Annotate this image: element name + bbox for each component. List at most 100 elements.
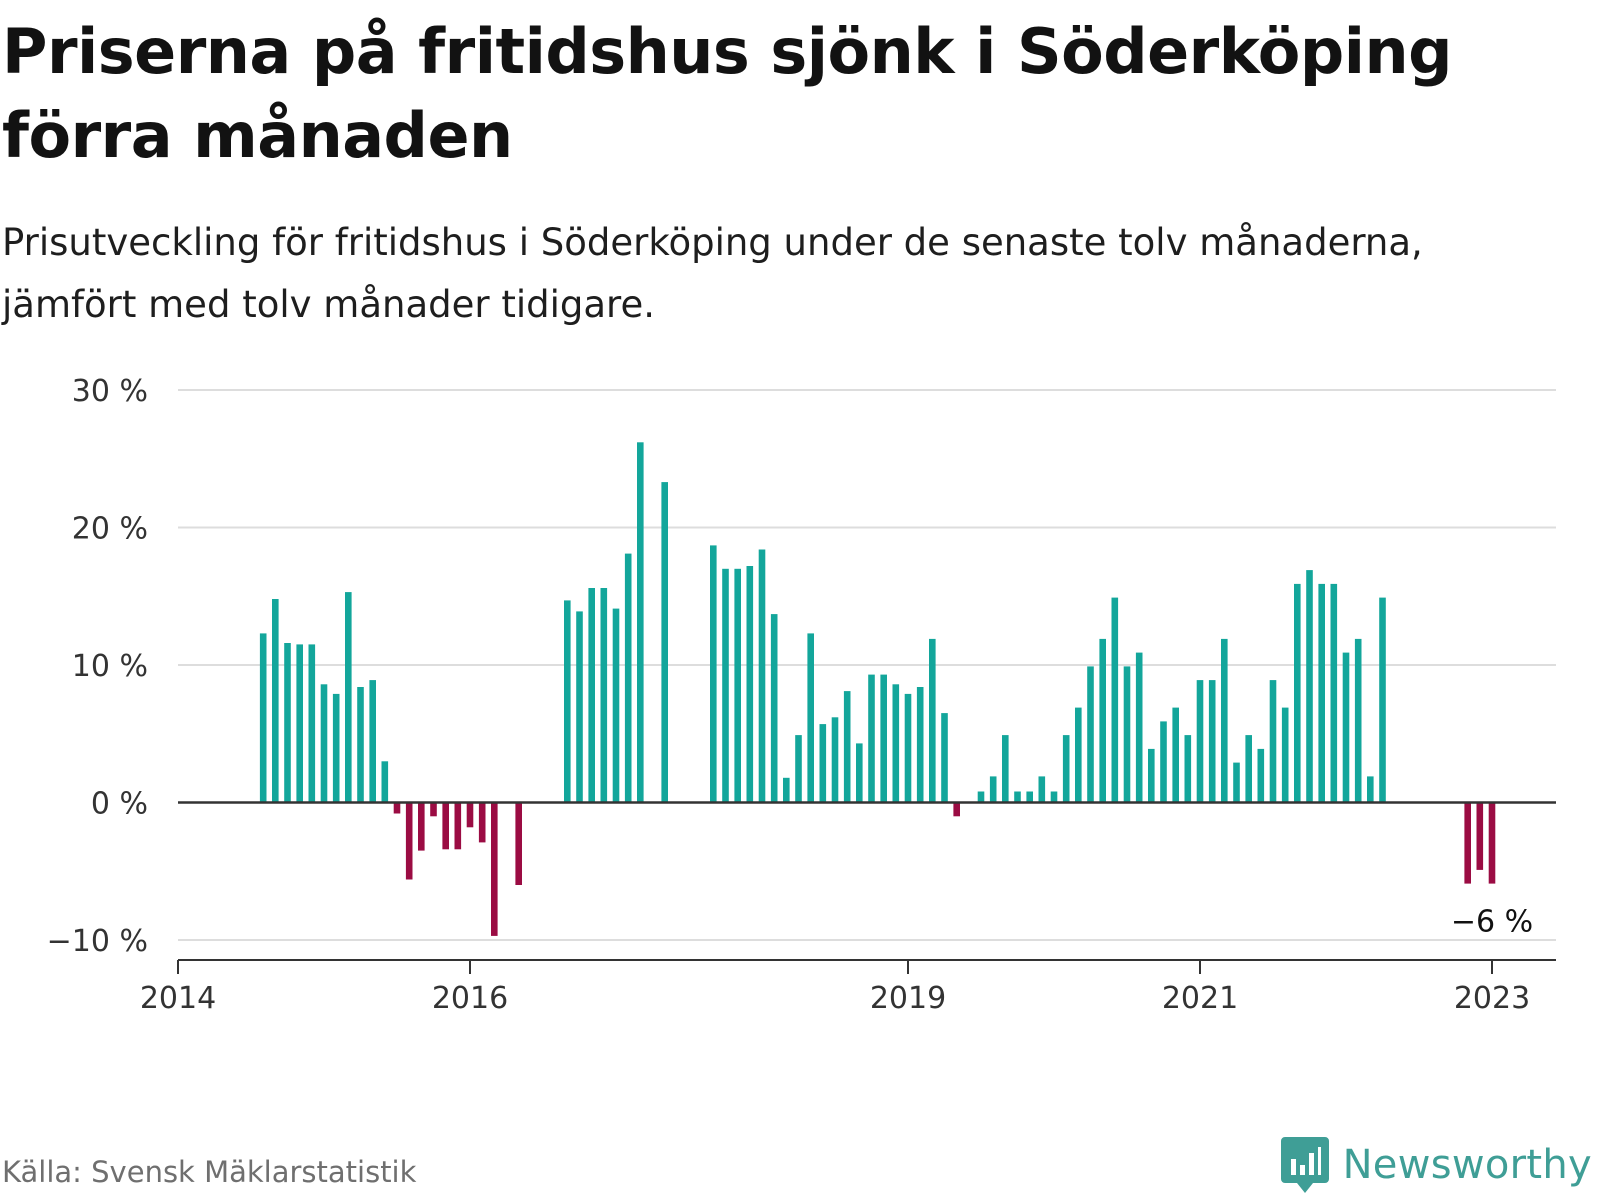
bar xyxy=(1221,638,1228,803)
bar xyxy=(308,644,316,803)
bar xyxy=(783,777,790,803)
bar xyxy=(1014,791,1021,803)
source-note: Källa: Svensk Mäklarstatistik xyxy=(2,1155,417,1189)
bar xyxy=(1306,570,1313,803)
bar xyxy=(1257,748,1265,803)
chart-subtitle: Prisutveckling för fritidshus i Söderköp… xyxy=(2,221,1423,326)
bar xyxy=(576,611,583,803)
bar xyxy=(953,802,960,817)
x-tick-label: 2021 xyxy=(1162,981,1238,1016)
bar xyxy=(491,802,498,936)
bar xyxy=(418,802,425,851)
bar xyxy=(272,599,279,803)
bar xyxy=(734,568,741,803)
brand-name: Newsworthy xyxy=(1342,1142,1592,1188)
bar xyxy=(1123,666,1131,803)
bar xyxy=(807,633,814,803)
y-tick-label: 20 % xyxy=(72,512,148,547)
bar xyxy=(259,633,267,803)
bar xyxy=(1367,776,1374,803)
bar xyxy=(1208,680,1216,803)
bar xyxy=(722,568,729,803)
bar xyxy=(442,802,449,850)
bar xyxy=(868,674,875,803)
brand-logo-group: Newsworthy xyxy=(1280,1137,1592,1193)
bar xyxy=(904,693,912,803)
bar xyxy=(1050,791,1058,803)
bar xyxy=(624,553,632,803)
bar xyxy=(880,674,887,803)
bar xyxy=(710,545,717,803)
bar xyxy=(746,566,754,803)
chart-title: Priserna på fritidshus sjönk i Söderköpi… xyxy=(2,15,1453,172)
bar xyxy=(600,588,608,803)
bar xyxy=(588,588,595,803)
bar xyxy=(1062,735,1070,803)
x-tick-label: 2016 xyxy=(432,981,508,1016)
bar xyxy=(381,761,389,803)
bar xyxy=(1281,707,1289,803)
bar xyxy=(612,608,620,803)
bar xyxy=(515,802,522,885)
bar xyxy=(795,735,802,803)
bar xyxy=(1075,707,1082,803)
y-tick-label: 10 % xyxy=(72,649,148,684)
bar xyxy=(989,776,997,803)
bar xyxy=(1245,735,1252,803)
bar xyxy=(1148,748,1155,803)
bar xyxy=(1111,597,1119,803)
bar xyxy=(466,802,474,828)
gridlines xyxy=(178,389,1556,941)
bar xyxy=(1330,583,1338,803)
bar xyxy=(758,549,766,803)
y-tick-label: −10 % xyxy=(47,924,148,959)
bar xyxy=(661,482,668,803)
bar xyxy=(430,802,437,817)
bar xyxy=(357,687,364,803)
bar xyxy=(454,802,462,850)
bar xyxy=(1318,583,1325,803)
x-axis: 2014 2016 2019 2021 2023 xyxy=(140,959,1556,1016)
bar xyxy=(929,638,936,803)
bar xyxy=(1026,791,1033,803)
bar xyxy=(916,687,924,803)
x-tick-label: 2019 xyxy=(870,981,946,1016)
bar xyxy=(345,592,352,803)
bar xyxy=(393,802,401,814)
last-value-annotation: −6 % xyxy=(1451,905,1533,940)
bar xyxy=(478,802,486,843)
bar xyxy=(831,717,839,803)
y-tick-label: 30 % xyxy=(72,374,148,409)
bar xyxy=(637,442,644,803)
bar xyxy=(1099,638,1106,803)
bar xyxy=(843,691,851,803)
bar xyxy=(284,643,291,803)
bar xyxy=(564,600,571,803)
bar xyxy=(320,684,328,803)
bar xyxy=(770,614,778,803)
bar xyxy=(1038,776,1046,803)
bar xyxy=(1172,707,1179,803)
bar xyxy=(1002,735,1009,803)
bar xyxy=(1294,583,1301,803)
bar xyxy=(1476,802,1484,870)
bar xyxy=(941,713,948,803)
bar xyxy=(405,802,413,880)
bar xyxy=(1354,638,1362,803)
x-tick-label: 2014 xyxy=(140,981,216,1016)
bar xyxy=(1233,762,1240,803)
bar-chart: −10 % 0 % 10 % 20 % 30 % 2014 2016 2019 2021 202… xyxy=(47,374,1556,1016)
y-tick-label: 0 % xyxy=(91,787,148,822)
bar xyxy=(1160,721,1167,803)
bar xyxy=(977,791,985,803)
bar xyxy=(1379,597,1386,803)
bars xyxy=(259,442,1496,936)
bar xyxy=(332,693,340,803)
bar xyxy=(1135,652,1143,803)
bar xyxy=(1342,652,1350,803)
bar xyxy=(1269,680,1277,803)
bar xyxy=(1464,802,1471,884)
bar-chart-speech-bubble-icon xyxy=(1280,1137,1329,1193)
bar xyxy=(1184,735,1192,803)
bar xyxy=(892,684,900,803)
